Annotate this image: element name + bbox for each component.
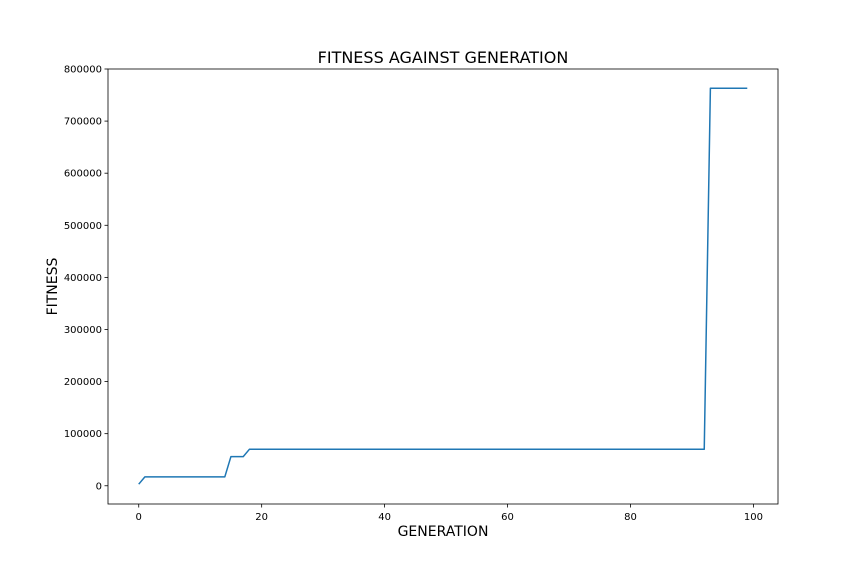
y-tick-label: 800000 — [64, 65, 102, 76]
ticks-layer: 0 20 40 60 80 100 0 100000 200000 300000 400000 500… — [64, 65, 763, 524]
y-tick-label: 500000 — [64, 221, 102, 232]
y-axis-title: FITNESS — [45, 257, 61, 315]
y-tick-label: 0 — [96, 481, 102, 492]
x-tick-label: 60 — [501, 512, 514, 523]
x-tick-label: 80 — [624, 512, 637, 523]
fitness-series-line — [138, 87, 748, 485]
y-tick-label: 100000 — [64, 429, 102, 440]
series-layer — [138, 87, 748, 485]
y-tick-label: 200000 — [64, 377, 102, 388]
y-tick-label: 300000 — [64, 325, 102, 336]
x-tick-label: 0 — [136, 512, 142, 523]
x-tick-label: 100 — [744, 512, 763, 523]
x-axis-title: GENERATION — [398, 524, 489, 540]
x-tick-label: 20 — [255, 512, 268, 523]
y-tick-label: 600000 — [64, 169, 102, 180]
x-tick-label: 40 — [378, 512, 391, 523]
plot-area-frame — [107, 68, 779, 505]
y-tick-label: 400000 — [64, 273, 102, 284]
chart-title: FITNESS AGAINST GENERATION — [318, 48, 569, 67]
y-tick-label: 700000 — [64, 117, 102, 128]
